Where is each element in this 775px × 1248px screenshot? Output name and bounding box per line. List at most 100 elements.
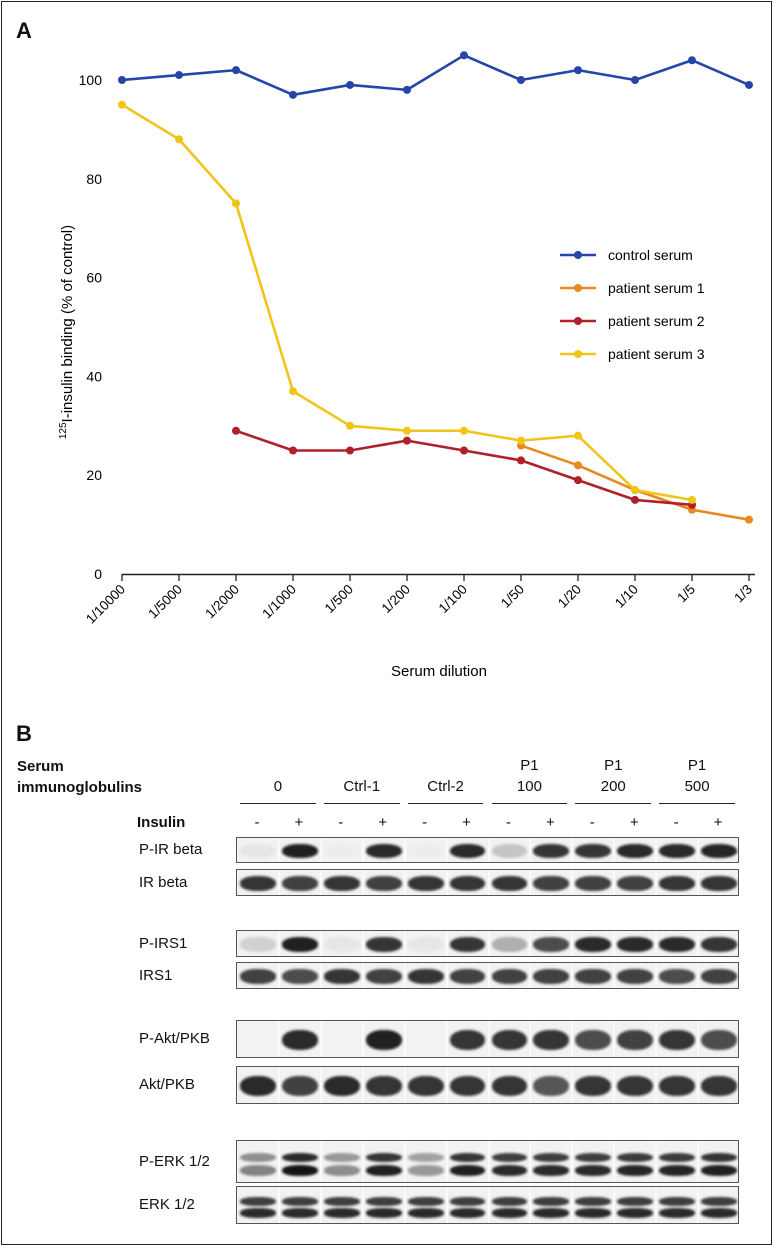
lane-separator bbox=[277, 1187, 280, 1223]
lane-separator bbox=[487, 870, 490, 895]
blot-row-label: IR beta bbox=[139, 873, 188, 891]
blot-band bbox=[617, 1152, 654, 1163]
legend-label: patient serum 1 bbox=[608, 280, 705, 296]
legend-label: control serum bbox=[608, 247, 693, 263]
insulin-sign: - bbox=[338, 814, 344, 831]
blot-band bbox=[407, 1197, 444, 1206]
lane-separator bbox=[361, 1141, 364, 1182]
blot-band bbox=[240, 876, 276, 891]
data-point bbox=[118, 100, 126, 109]
blot-band bbox=[449, 1164, 486, 1176]
group-header-line1: P1 bbox=[604, 757, 623, 774]
series-patient-serum-1 bbox=[517, 441, 753, 524]
blot-band bbox=[659, 969, 696, 984]
data-point bbox=[574, 431, 582, 440]
blot-band bbox=[659, 876, 696, 891]
data-point bbox=[574, 461, 582, 470]
blot-band bbox=[449, 843, 486, 859]
blot-band bbox=[240, 843, 276, 859]
blot-band bbox=[533, 876, 570, 891]
lane-separator bbox=[277, 963, 280, 988]
lane-separator bbox=[445, 1187, 448, 1223]
blot-band bbox=[323, 937, 360, 952]
blot-band bbox=[533, 969, 570, 984]
blot-strip bbox=[236, 1186, 739, 1224]
group-underline bbox=[323, 803, 400, 805]
blot-strip bbox=[236, 837, 739, 863]
group-header-line2: 500 bbox=[684, 778, 710, 795]
lane-separator bbox=[319, 1141, 322, 1182]
blot-band bbox=[659, 1208, 696, 1218]
panel-a-letter: A bbox=[16, 18, 32, 43]
data-point bbox=[460, 51, 468, 60]
lane-separator bbox=[571, 838, 574, 862]
lane-separator bbox=[655, 1187, 658, 1223]
blot-band bbox=[365, 1029, 402, 1051]
lane-separator bbox=[403, 1187, 406, 1223]
blot-band bbox=[407, 876, 444, 891]
serum-header-line2: immunoglobulins bbox=[17, 779, 142, 796]
blot-row-label: P-ERK 1/2 bbox=[139, 1152, 210, 1170]
blot-band bbox=[365, 1208, 402, 1218]
blot-strip bbox=[236, 1020, 739, 1058]
blot-band bbox=[701, 937, 737, 952]
blot-band bbox=[240, 1164, 276, 1176]
legend-swatch-dot bbox=[574, 317, 582, 325]
blot-band bbox=[491, 1197, 528, 1206]
blot-band bbox=[575, 1152, 612, 1163]
lane-separator bbox=[319, 1067, 322, 1103]
lane-separator bbox=[613, 1141, 616, 1182]
data-point bbox=[517, 456, 525, 465]
group-underline bbox=[575, 803, 652, 805]
blot-band bbox=[323, 1208, 360, 1218]
blot-band bbox=[365, 876, 402, 891]
blot-band bbox=[281, 1075, 318, 1097]
group-header-line1 bbox=[238, 755, 318, 776]
blot-band bbox=[491, 876, 528, 891]
x-tick-label: 1/100 bbox=[436, 582, 471, 617]
insulin-sign: + bbox=[629, 814, 639, 831]
lane-separator bbox=[487, 1187, 490, 1223]
blot-band bbox=[617, 876, 654, 891]
blot-strip bbox=[236, 1140, 739, 1183]
lane-separator bbox=[361, 838, 364, 862]
blot-band bbox=[701, 1208, 737, 1218]
blot-band bbox=[365, 1164, 402, 1176]
lane-separator bbox=[529, 1187, 532, 1223]
data-point bbox=[574, 66, 582, 75]
y-tick-label: 20 bbox=[86, 467, 102, 483]
y-tick-label: 100 bbox=[79, 72, 103, 88]
blot-band bbox=[491, 843, 528, 859]
lane-separator bbox=[571, 870, 574, 895]
blot-band bbox=[407, 937, 444, 952]
blot-band bbox=[617, 1029, 654, 1051]
lane-separator bbox=[403, 838, 406, 862]
blot-band bbox=[533, 1208, 570, 1218]
blot-band bbox=[281, 1152, 318, 1163]
lane-separator bbox=[697, 963, 700, 988]
lane-separator bbox=[445, 1021, 448, 1057]
x-tick-label: 1/200 bbox=[379, 582, 414, 617]
lane-separator bbox=[361, 1021, 364, 1057]
lane-separator bbox=[403, 870, 406, 895]
lane-separator bbox=[319, 963, 322, 988]
lane-separator bbox=[655, 1141, 658, 1182]
series-patient-serum-2 bbox=[232, 426, 696, 509]
blot-band bbox=[617, 1208, 654, 1218]
insulin-sign: - bbox=[589, 814, 595, 831]
blot-band bbox=[449, 1075, 486, 1097]
blot-band bbox=[491, 937, 528, 952]
blot-band bbox=[365, 1197, 402, 1206]
blot-band bbox=[323, 1197, 360, 1206]
blot-band bbox=[281, 937, 318, 952]
lane-separator bbox=[403, 963, 406, 988]
blot-strip bbox=[236, 1066, 739, 1104]
y-tick-label: 40 bbox=[86, 368, 102, 384]
blot-band bbox=[575, 1197, 612, 1206]
blot-band bbox=[449, 969, 486, 984]
lane-separator bbox=[529, 838, 532, 862]
group-header-line2: 100 bbox=[516, 778, 542, 795]
lane-separator bbox=[403, 931, 406, 956]
group-header-line1: P1 bbox=[687, 757, 707, 774]
lane-separator bbox=[277, 838, 280, 862]
